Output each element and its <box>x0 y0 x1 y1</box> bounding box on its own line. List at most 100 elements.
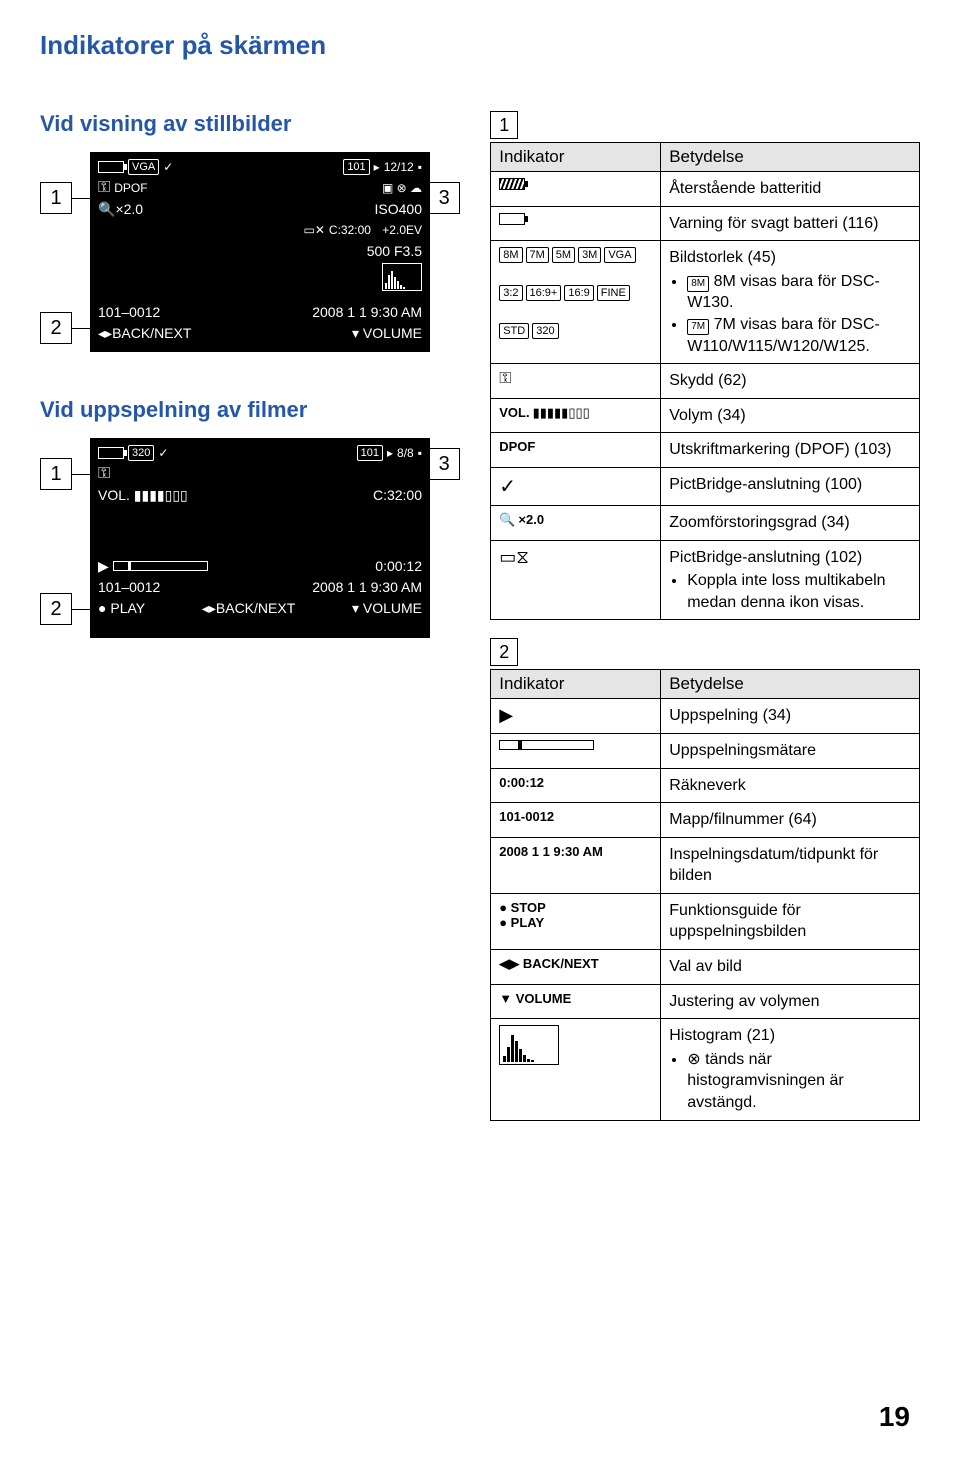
table-row: VOL. ▮▮▮▮▮▯▯▯ Volym (34) <box>491 399 919 434</box>
size-7m-icon: 7M <box>526 247 549 263</box>
screen1-wrap: 1 2 3 VGA ✓ 101▸ 12/12 ▪ <box>40 152 460 362</box>
row-desc: Varning för svagt batteri (116) <box>661 207 919 241</box>
datetime-label: 2008 1 1 9:30 AM <box>499 844 603 859</box>
pictbridge-busy-icon: ▭⧖ <box>499 547 529 568</box>
count-text-2: 8/8 <box>397 446 414 460</box>
table-row: ✓ PictBridge-anslutning (100) <box>491 468 919 506</box>
row-desc: Val av bild <box>661 950 919 984</box>
dpof-text: DPOF <box>114 181 147 195</box>
key-icon-2: ⚿ <box>98 465 110 483</box>
row-desc: Inspelningsdatum/tidpunkt för bilden <box>661 838 919 893</box>
table-row: ▭⧖ PictBridge-anslutning (102) Koppla in… <box>491 541 919 620</box>
folder-count-group: 101▸ 12/12 ▪ <box>343 159 422 175</box>
zoom-text: 🔍×2.0 <box>98 201 143 218</box>
pictbridge-icon-3: ✓ <box>499 474 516 499</box>
histogram-light-icon <box>499 1025 559 1065</box>
row-desc: Histogram (21) <box>669 1027 775 1044</box>
volume-label: ▼ VOLUME <box>499 991 571 1006</box>
row-desc: Funktionsguide för uppspelningsbilden <box>661 894 919 949</box>
count-text: 12/12 <box>384 160 414 174</box>
callout-1-line <box>72 198 90 199</box>
ev-text: +2.0EV <box>382 223 422 237</box>
callout-2: 2 <box>40 312 72 344</box>
size-vga-icon: VGA <box>604 247 635 263</box>
callout-2-line <box>72 328 90 329</box>
row-desc: Skydd (62) <box>661 364 919 398</box>
play-tri-icon: ▶ <box>499 705 513 726</box>
bullet-item: 8M 8M visas bara för DSC-W130. <box>687 271 911 314</box>
histogram-box <box>382 263 422 291</box>
play-label: ● PLAY <box>499 915 544 930</box>
row-desc: PictBridge-anslutning (100) <box>661 468 919 505</box>
c3200-text: C:32:00 <box>329 223 371 237</box>
callout-3: 3 <box>428 182 460 214</box>
row-desc: Räkneverk <box>661 769 919 803</box>
table-row: ▶ Uppspelning (34) <box>491 699 919 734</box>
vga-badge: VGA <box>128 159 159 175</box>
row-desc: Volym (34) <box>661 399 919 433</box>
file-number-label: 101-0012 <box>499 809 554 824</box>
right-column: 1 Indikator Betydelse Återstående batter… <box>490 111 920 1121</box>
play-btn-text: ● PLAY <box>98 600 145 616</box>
size-169p-icon: 16:9+ <box>526 285 562 301</box>
page-title: Indikatorer på skärmen <box>40 30 920 61</box>
table-row: Varning för svagt batteri (116) <box>491 207 919 242</box>
table-row: 101-0012 Mapp/filnummer (64) <box>491 803 919 838</box>
size-3m-icon: 3M <box>578 247 601 263</box>
folder-count-group-2: 101▸ 8/8 ▪ <box>357 445 422 461</box>
pictbridge-icon-2: ✓ <box>158 446 168 460</box>
size-5m-icon: 5M <box>552 247 575 263</box>
table2-head-ind: Indikator <box>491 670 661 698</box>
magnify-icon: 🔍 <box>499 512 515 528</box>
table-row: ⚿ Skydd (62) <box>491 364 919 399</box>
bullet-item: 7M 7M visas bara för DSC-W110/W115/W120/… <box>687 314 911 357</box>
volume-text: ▾ VOLUME <box>352 325 422 342</box>
table-row: Uppspelningsmätare <box>491 734 919 769</box>
dpof-label: DPOF <box>499 439 535 454</box>
table2-body: ▶ Uppspelning (34) Uppspelningsmätare 0:… <box>490 699 920 1120</box>
row-desc: Mapp/filnummer (64) <box>661 803 919 837</box>
screen-still: VGA ✓ 101▸ 12/12 ▪ ⚿ DPOF ▣ ⊗ ☁ <box>90 152 430 352</box>
batt-320-group: 320 ✓ <box>98 445 168 461</box>
table1-head-desc: Betydelse <box>661 143 919 171</box>
subheading-still: Vid visning av stillbilder <box>40 111 460 137</box>
card-icon: ▪ <box>418 160 422 174</box>
time-text: 0:00:12 <box>375 558 422 574</box>
qual-320-icon: 320 <box>532 323 558 339</box>
callout-1b-line <box>72 474 90 475</box>
connect-icon: ▭✕ <box>304 223 325 237</box>
volume-text-2: ▾ VOLUME <box>352 600 422 617</box>
q320-badge: 320 <box>128 445 154 461</box>
row-desc: Uppspelning (34) <box>661 699 919 733</box>
row-desc: Justering av volymen <box>661 985 919 1019</box>
screen2-wrap: 1 2 3 320 ✓ 101▸ 8/8 ▪ <box>40 438 460 648</box>
subheading-movie: Vid uppspelning av filmer <box>40 397 460 423</box>
row-desc: Bildstorlek (45) <box>669 249 776 266</box>
backnext-text: ◂▸BACK/NEXT <box>98 325 191 342</box>
datetime-text-2: 2008 1 1 9:30 AM <box>312 579 422 595</box>
qual-fine-icon: FINE <box>597 285 630 301</box>
bullet-item: Koppla inte loss multikabeln medan denna… <box>687 570 911 613</box>
row-desc: Uppspelningsmätare <box>661 734 919 768</box>
backnext-text-2: ◂▸BACK/NEXT <box>202 600 295 617</box>
shutter-text: 500 F3.5 <box>367 243 422 259</box>
battery-icon-2 <box>98 447 124 459</box>
play-indicator: ▶ <box>98 558 208 575</box>
table-row: Histogram (21) ⊗ tänds när histogramvisn… <box>491 1019 919 1119</box>
size-8m-icon: 8M <box>499 247 522 263</box>
callout-3b: 3 <box>428 448 460 480</box>
callout-2b: 2 <box>40 593 72 625</box>
file-num-text: 101–0012 <box>98 304 160 320</box>
battery-low-icon <box>499 213 525 225</box>
size-169-icon: 16:9 <box>564 285 593 301</box>
row-desc: Återstående batteritid <box>661 172 919 206</box>
dpof-row: ⚿ DPOF <box>98 179 148 197</box>
page-number: 19 <box>879 1401 910 1433</box>
table1-head-ind: Indikator <box>491 143 661 171</box>
callout-1b: 1 <box>40 458 72 490</box>
row-desc: Utskriftmarkering (DPOF) (103) <box>661 433 919 467</box>
zoom-label: ×2.0 <box>518 512 544 527</box>
iso-text: ISO400 <box>375 201 422 217</box>
table2-head-desc: Betydelse <box>661 670 919 698</box>
pictbridge-icon: ✓ <box>163 160 173 174</box>
